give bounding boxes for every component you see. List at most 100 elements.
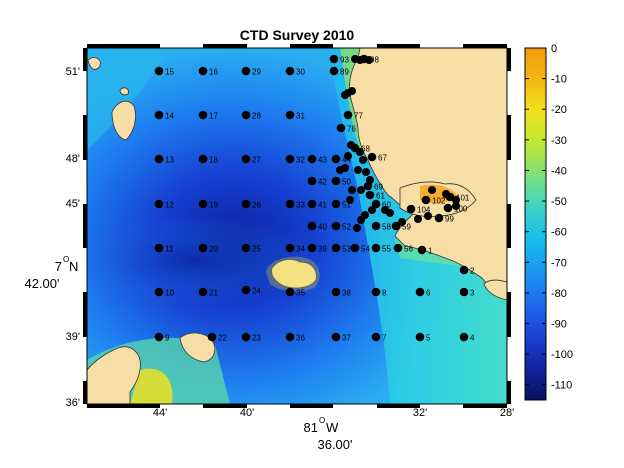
colorbar-tick-label: -100 [551,349,573,361]
y-tick-label: 36' [66,397,80,409]
central-island-shallow [266,256,320,292]
station-marker [371,332,381,342]
frame-check [83,115,87,160]
station-marker [350,243,360,253]
station-label: 29 [252,68,261,77]
central-island-land [271,259,317,289]
station-label: 52 [342,223,351,232]
station-marker [353,224,361,232]
x-tick-label: 32' [413,407,427,419]
station-marker [329,54,339,64]
colorbar-tick-label: -60 [551,227,567,239]
station-label: 24 [252,287,261,296]
colorbar-tick-label: 0 [551,43,557,55]
frame-check [507,381,511,404]
station-label: 98 [370,56,379,65]
station-marker [285,110,295,120]
station-label: 8 [382,289,387,298]
station-marker [343,110,353,120]
station-marker [198,66,208,76]
station-marker [357,186,365,194]
station-marker [348,87,356,95]
station-label: 4 [470,334,475,343]
station-marker [393,243,403,253]
colorbar-tick-label: -70 [551,257,567,269]
y-tick-label: 51' [66,66,80,78]
colorbar-tick-label: -90 [551,318,567,330]
station-label: 93 [340,56,349,65]
colorbar-tick-label: -10 [551,74,567,86]
station-marker [331,287,341,297]
station-label: 15 [165,68,174,77]
station-marker [154,332,164,342]
x-label-minutes: 36.00' [317,437,352,452]
station-label: 10 [165,289,174,298]
station-marker [198,243,208,253]
station-marker [154,154,164,164]
station-marker [406,204,416,214]
station-marker [354,166,362,174]
frame-check [507,115,511,160]
station-marker [198,110,208,120]
map-area [87,48,507,404]
station-label: 69 [374,183,383,192]
x-tick-label: 40' [240,407,254,419]
station-marker [371,243,381,253]
station-label: 28 [252,112,261,121]
station-label: 51 [342,201,351,210]
y-label-minutes: 42.00' [24,276,59,291]
station-label: 76 [347,125,356,134]
station-label: 23 [252,334,261,343]
station-marker [198,199,208,209]
station-label: 50 [342,178,351,187]
frame-check [203,44,247,48]
station-marker [331,221,341,231]
station-marker [154,199,164,209]
frame-check [203,404,247,408]
station-label: 42 [318,178,327,187]
station-label: 14 [165,112,174,121]
x-axis-label: 81 O W 36.00' [304,416,353,452]
station-label: 6 [426,289,431,298]
northwest-shelf [87,48,170,150]
station-label: 53 [342,245,351,254]
y-tick-label: 48' [66,153,80,165]
colorbar-tick-label: -20 [551,104,567,116]
station-label: 1 [428,247,433,256]
chart-title: CTD Survey 2010 [240,27,355,43]
station-label: 102 [432,197,446,206]
station-marker [459,287,469,297]
frame-check [463,44,507,48]
station-label: 36 [296,334,305,343]
colorbar-tick-label: -80 [551,288,567,300]
x-tick-label: 44' [153,407,167,419]
station-marker [434,213,444,223]
colorbar: 0 -10 -20 -30 -40 -50 -60 -70 -80 -90 -100 -110 [524,43,573,401]
station-marker [359,156,367,164]
station-label: 39 [318,245,327,254]
station-label: 55 [382,245,391,254]
station-marker [241,243,251,253]
colorbar-tick-label: -40 [551,165,567,177]
y-label-degrees: 7 [55,259,62,274]
y-axis-label: 7 O N 42.00' [24,255,78,291]
frame-check [83,381,87,404]
southwest-land-2 [179,332,216,363]
station-marker [336,166,344,174]
northwest-island-1 [111,100,136,141]
frame-check [377,44,420,48]
station-marker [346,196,354,204]
station-marker [307,176,317,186]
station-label: 22 [218,334,227,343]
station-marker [307,221,317,231]
station-marker [154,66,164,76]
station-marker [424,212,432,220]
colorbar-bar [524,47,547,401]
southwest-land [87,346,141,404]
station-marker [452,202,460,210]
x-axis-ticks: 44' 40' 32' 28' [153,407,514,419]
station-marker [331,332,341,342]
colorbar-tick-label: -110 [551,380,572,392]
station-marker [367,152,377,162]
station-marker [414,215,422,223]
